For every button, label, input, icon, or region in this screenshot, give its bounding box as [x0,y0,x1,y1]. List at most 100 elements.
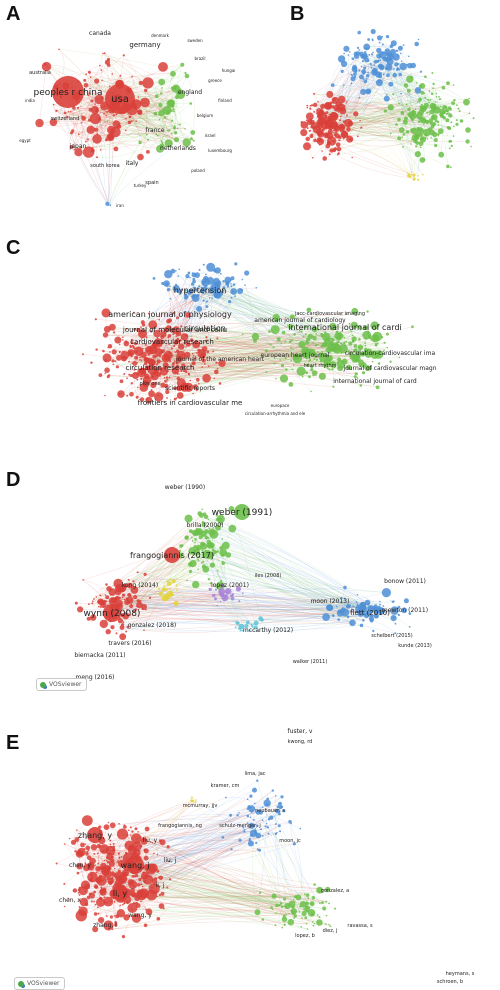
network-edge [93,118,111,206]
network-node [109,204,112,207]
network-node [448,112,450,115]
network-edge [209,290,350,368]
node-label: kwong, rd [288,739,313,745]
network-node [357,30,361,35]
network-node [275,808,281,814]
network-edge [161,283,172,353]
network-node [123,598,126,601]
network-edge [147,829,245,873]
network-node [73,148,76,151]
network-edge [158,806,279,919]
network-node [97,906,99,909]
network-node [366,310,369,313]
network-node [172,108,175,111]
network-node [328,902,330,905]
network-edge [221,593,357,603]
network-node [111,876,114,880]
network-node [231,597,235,601]
network-node [103,325,111,333]
network-node [243,828,246,831]
network-node [94,903,97,906]
network-node [133,595,138,600]
network-node [465,139,470,144]
network-edge [201,287,286,359]
network-node [330,83,335,87]
network-node [345,102,348,104]
network-node [305,112,314,121]
network-edge [104,53,172,104]
network-edge [134,554,229,591]
node-label: brilla (2000) [187,522,224,529]
network-node [317,121,320,124]
network-node [184,73,190,79]
network-node [159,355,162,358]
network-node [80,842,85,848]
network-edge [113,800,193,845]
network-node [308,130,311,132]
network-edge [191,797,256,832]
network-node [288,912,290,915]
network-edge [210,557,371,609]
network-node [108,880,113,885]
network-edge [99,109,112,151]
network-edge [345,98,421,122]
network-node [124,840,134,851]
network-node [360,351,366,357]
network-edge [120,281,224,395]
network-edge [212,598,221,607]
network-node [311,370,318,376]
network-edge [206,508,232,538]
network-edge [112,825,252,881]
network-edge [107,132,193,205]
network-node [136,890,144,898]
network-node [463,98,470,106]
network-edge [83,80,91,119]
network-edge [200,537,363,605]
network-node [303,142,311,151]
network-edge [136,831,245,919]
network-node [102,353,112,363]
node-label: gonzalez, a [321,888,349,894]
network-node [252,787,257,793]
network-node [58,48,60,51]
network-node [255,832,262,839]
network-node [85,837,87,839]
network-node [316,140,318,142]
network-node [191,361,196,366]
network-node [148,863,158,873]
network-edge [213,291,307,355]
network-edge [334,120,424,151]
network-node [163,585,166,587]
network-node [103,920,114,931]
network-node [306,338,309,341]
network-edge [195,346,336,388]
network-node [203,280,207,284]
node-label: brazil [195,56,206,61]
network-node [147,353,150,356]
network-node [170,109,173,112]
network-edge [118,602,334,617]
network-node [337,332,344,340]
network-edge [130,595,349,618]
network-node [345,313,348,316]
network-node [202,560,205,563]
network-edge [146,359,340,386]
network-node [230,285,233,288]
network-node [131,908,133,911]
network-node [143,372,146,375]
network-edge [131,87,163,122]
network-node [248,805,256,813]
network-node [214,588,218,591]
network-edge [290,326,313,367]
network-edge [145,273,193,364]
network-node [164,270,173,279]
network-node [232,283,236,286]
network-node [166,886,169,889]
network-node [192,384,198,390]
network-node [357,344,364,351]
network-node [118,596,121,600]
network-edge [111,601,221,609]
network-node [325,900,328,903]
network-edge [107,530,191,606]
network-edge [185,290,377,338]
